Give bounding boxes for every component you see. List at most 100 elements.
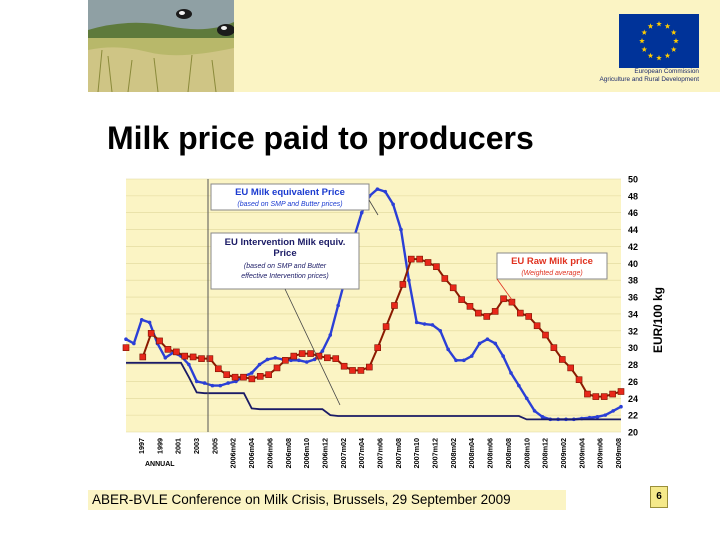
eu-star-icon [656,55,662,61]
y-tick-label: 42 [628,242,638,252]
raw-point [558,356,566,363]
x-tick-label: 2007m02 [339,438,348,468]
x-tick-label: 2007m12 [431,438,440,468]
raw-point [567,364,574,372]
x-tick-label: 2008m06 [486,438,495,468]
raw-point [617,388,625,395]
y-tick-label: 46 [628,208,638,218]
annual-label: ANNUAL [145,461,175,468]
y-axis-label: EUR/100 kg [651,287,665,353]
raw-point [533,322,541,330]
x-tick-label: 1997 [137,438,146,454]
equiv-point [273,355,278,360]
equiv-point [619,404,623,409]
callout-equiv: EU Milk equivalent Price (based on SMP a… [210,183,379,216]
equiv-point [187,362,191,367]
raw-point [525,313,533,320]
equiv-point [234,379,238,384]
equiv-point [328,333,333,337]
x-tick-label: 2006m06 [265,438,274,468]
raw-point [399,281,407,288]
callout-equiv-title: EU Milk equivalent Price [235,187,345,198]
raw-point [307,350,314,357]
eu-star-icon [670,29,677,35]
callout-intervention: EU Intervention Milk equiv. Price (based… [210,232,360,406]
raw-point [407,255,415,263]
raw-point [240,373,247,381]
raw-point [366,363,373,371]
eu-star-icon [639,38,645,44]
eu-star-icon [647,23,654,29]
equiv-point [257,362,262,367]
equiv-point [485,337,490,342]
raw-point [231,373,239,381]
x-tick-label: 2007m06 [376,438,385,468]
x-tick-label: 2006m10 [302,438,311,468]
raw-point [156,337,163,345]
x-tick-label: 2007m08 [394,438,403,468]
equiv-point [375,187,380,191]
x-tick-label: 2009m08 [614,438,623,468]
eu-commission-label: European Commission Agriculture and Rura… [581,68,699,83]
callout-intervention-title: EU Intervention Milk equiv. [225,237,346,248]
x-tick-label: 2007m04 [357,438,366,468]
equiv-point [438,329,443,333]
raw-point [609,390,616,398]
raw-point [458,296,465,303]
eu-star-icon [664,52,671,59]
equiv-point [462,358,466,363]
equiv-point [249,371,254,375]
raw-point [542,331,549,339]
equiv-point [407,278,411,283]
equiv-point [383,189,388,194]
equiv-point [147,320,152,325]
y-tick-label: 40 [628,259,638,269]
equiv-point [336,303,340,308]
raw-point [374,344,381,351]
callout-intervention-note1: (based on SMP and Butter [244,263,327,270]
equiv-point [265,357,270,362]
eu-star-icon [664,23,671,29]
equiv-point [210,383,215,388]
equiv-point [430,323,435,327]
y-tick-label: 50 [628,175,638,185]
equiv-point [611,409,615,413]
equiv-point [359,210,364,215]
x-tick-label: 2009m04 [577,438,586,468]
eu-star-icon [673,38,679,44]
equiv-point [132,341,136,346]
equiv-point [469,354,474,358]
raw-point [491,308,499,315]
raw-point [433,263,440,271]
raw-point [441,275,449,282]
raw-point [500,295,507,303]
raw-point [198,355,205,362]
equiv-point [446,347,450,352]
raw-point [214,365,222,373]
equiv-point [218,383,223,388]
raw-point [265,371,272,378]
x-tick-label: 2008m10 [522,438,531,468]
eu-flag-icon [619,14,699,68]
x-tick-label: 2008m12 [541,438,550,468]
x-tick-label: 2001 [174,438,183,454]
equiv-point [312,357,317,362]
y-tick-label: 22 [628,411,638,421]
y-tick-label: 34 [628,309,638,319]
equiv-point [540,415,545,419]
equiv-point [477,341,482,346]
equiv-point [517,383,521,388]
raw-point [600,393,608,400]
x-tick-label: 2006m04 [247,438,256,468]
raw-point [357,367,365,374]
x-tick-label: 2005 [210,438,219,454]
x-tick-labels: 1997 1999 2001 2003 2005 2006m02 2006m04 2006m0… [137,438,623,468]
x-tick-label: 1999 [155,438,164,454]
equiv-point [139,318,144,322]
raw-point [424,259,432,266]
series-line-raw [141,258,622,398]
raw-point [315,352,323,360]
equiv-point [454,358,458,363]
raw-point [475,309,482,317]
org-line-2: Agriculture and Rural Development [599,75,699,83]
